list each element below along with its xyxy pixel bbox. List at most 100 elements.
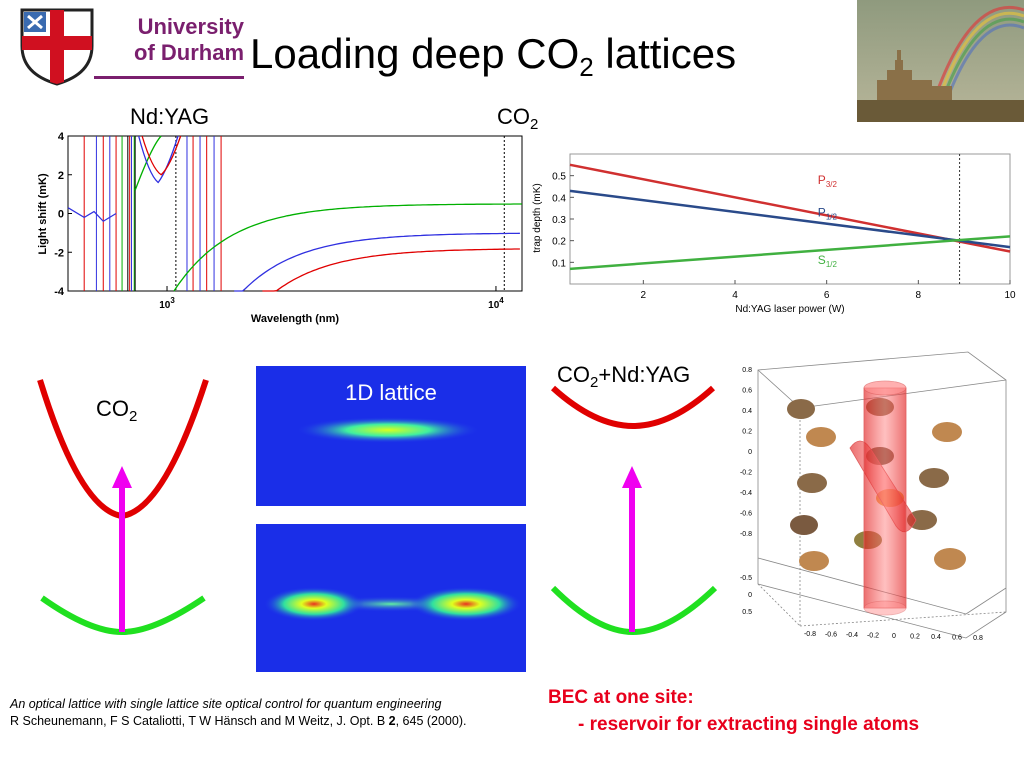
co2-top-label: CO2 — [497, 104, 538, 133]
light-shift-curve — [67, 207, 117, 223]
lattice-image-bottom — [256, 524, 526, 672]
university-logo: University of Durham — [14, 6, 244, 86]
y-tick-label: -0.6 — [740, 511, 752, 518]
x-tick-label: -0.8 — [804, 631, 816, 638]
x-tick-label: 6 — [824, 290, 830, 301]
y-tick-label: -4 — [54, 286, 65, 298]
co2-ndyag-end: +Nd:YAG — [598, 362, 691, 387]
slide-title: Loading deep CO2 lattices — [250, 30, 736, 83]
lattice-site — [907, 510, 937, 530]
citation-volume: 2 — [388, 714, 396, 728]
beam-top — [863, 380, 907, 396]
co2-top-subscript: 2 — [530, 116, 539, 133]
x-tick-label: 4 — [732, 290, 738, 301]
y-tick-label: 0 — [748, 449, 752, 456]
beam-bottom — [863, 600, 907, 616]
logo-line-1: University — [137, 14, 244, 39]
y-tick-label: -2 — [54, 247, 64, 259]
lattice-site — [790, 515, 818, 535]
y-tick-label: 0.2 — [552, 237, 566, 248]
x-tick-label: 2 — [641, 290, 647, 301]
y-tick-label: -0.2 — [740, 470, 752, 477]
series-line — [569, 189, 1011, 249]
x-tick-label: 0 — [892, 633, 896, 640]
co2-ndyag-text: CO — [557, 362, 590, 387]
xlabel: Nd:YAG laser power (W) — [735, 304, 844, 315]
x-tick-label: 104 — [488, 296, 504, 311]
vertical-beam — [863, 387, 907, 609]
x-tick-label: 0.8 — [973, 635, 983, 642]
y-tick-label: 0.4 — [742, 408, 752, 415]
citation-title: An optical lattice with single lattice s… — [10, 697, 442, 711]
excited-potential — [550, 385, 716, 430]
arrow-head-icon — [622, 466, 642, 488]
citation-pages: , 645 (2000). — [395, 714, 467, 728]
trap-depth-plot: 2 4 6 8 100.10.20.30.40.5 P3/2P1/2S1/2 trap … — [532, 153, 1016, 315]
lattice-image-top — [256, 366, 526, 506]
z-tick-label: -0.5 — [740, 575, 752, 582]
lattice-site — [932, 422, 962, 442]
z-tick-label: 0.5 — [742, 609, 752, 616]
y-tick-label: 0.5 — [552, 172, 566, 183]
lattice-site — [806, 427, 836, 447]
y-tick-label: 2 — [58, 170, 64, 182]
title-text: Loading deep CO — [250, 30, 580, 77]
co2-ndyag-label: CO2+Nd:YAG — [557, 362, 690, 391]
light-shift-curve — [173, 203, 522, 292]
title-end: lattices — [593, 30, 737, 77]
x-tick-label: -0.2 — [867, 633, 879, 640]
y-tick-label: -0.4 — [740, 490, 752, 497]
logo-text: University of Durham — [104, 14, 244, 66]
citation: An optical lattice with single lattice s… — [10, 696, 466, 730]
light-shift-curve — [138, 135, 179, 184]
arrow-head-icon — [112, 466, 132, 488]
x-tick-label: -0.4 — [846, 632, 858, 639]
co2-left-subscript: 2 — [129, 408, 138, 425]
bec-heading: BEC at one site: — [548, 687, 694, 708]
lattice-label: 1D lattice — [345, 380, 437, 405]
logo-line-2: of Durham — [134, 40, 244, 65]
cathedral-rainbow-photo — [857, 0, 1024, 122]
y-tick-label: 4 — [58, 131, 65, 143]
co2-left-label: CO2 — [96, 396, 137, 425]
xlabel: Wavelength (nm) — [251, 313, 340, 325]
x-tick-label: 0.6 — [952, 635, 962, 642]
y-tick-label: -0.8 — [740, 531, 752, 538]
crest-icon — [20, 8, 94, 86]
lattice-3d-plot: 0.8 0.6 0.4 0.2 0 -0.2 -0.4 -0.6 -0.8 -0.5 0 0.5 -0.… — [740, 351, 1007, 642]
ylabel: Light shift (mK) — [37, 173, 49, 255]
y-tick-label: 0.6 — [742, 388, 752, 395]
co2-top-text: CO — [497, 104, 530, 129]
ylabel: trap depth (mK) — [532, 183, 543, 252]
plot-frame — [67, 135, 523, 292]
x-tick-label: 0.2 — [910, 634, 920, 641]
x-tick-label: 8 — [916, 290, 922, 301]
co2-ndyag-subscript: 2 — [590, 374, 599, 391]
x-tick-label: -0.6 — [825, 632, 837, 639]
series-line — [569, 235, 1011, 271]
x-tick-label: 10 — [1004, 290, 1016, 301]
citation-authors: R Scheunemann, F S Cataliotti, T W Hänsc… — [10, 714, 389, 728]
light-shift-curve — [234, 232, 520, 292]
y-tick-label: 0.1 — [552, 258, 566, 269]
ndyag-label: Nd:YAG — [130, 104, 210, 129]
logo-underline — [94, 76, 244, 79]
light-shift-curve — [262, 248, 520, 292]
lattice-site — [797, 473, 827, 493]
z-tick-label: 0 — [748, 592, 752, 599]
co2-left-text: CO — [96, 396, 129, 421]
lattice-site — [934, 548, 966, 570]
light-shift-curve — [141, 135, 182, 176]
combined-potential-diagram — [550, 385, 718, 636]
y-tick-label: 0.2 — [742, 429, 752, 436]
light-shift-plot: 4 2 0 -2 -4 103 104 Light shift (mK) Waveleng… — [37, 131, 523, 325]
bec-detail: - reservoir for extracting single atoms — [578, 714, 920, 735]
light-shift-curve — [134, 135, 162, 191]
y-tick-label: 0.8 — [742, 367, 752, 374]
lattice-site — [919, 468, 949, 488]
y-tick-label: 0.4 — [552, 193, 566, 204]
x-tick-label: 103 — [159, 296, 175, 311]
y-tick-label: 0 — [58, 209, 64, 221]
x-tick-label: 0.4 — [931, 634, 941, 641]
y-tick-label: 0.3 — [552, 215, 566, 226]
